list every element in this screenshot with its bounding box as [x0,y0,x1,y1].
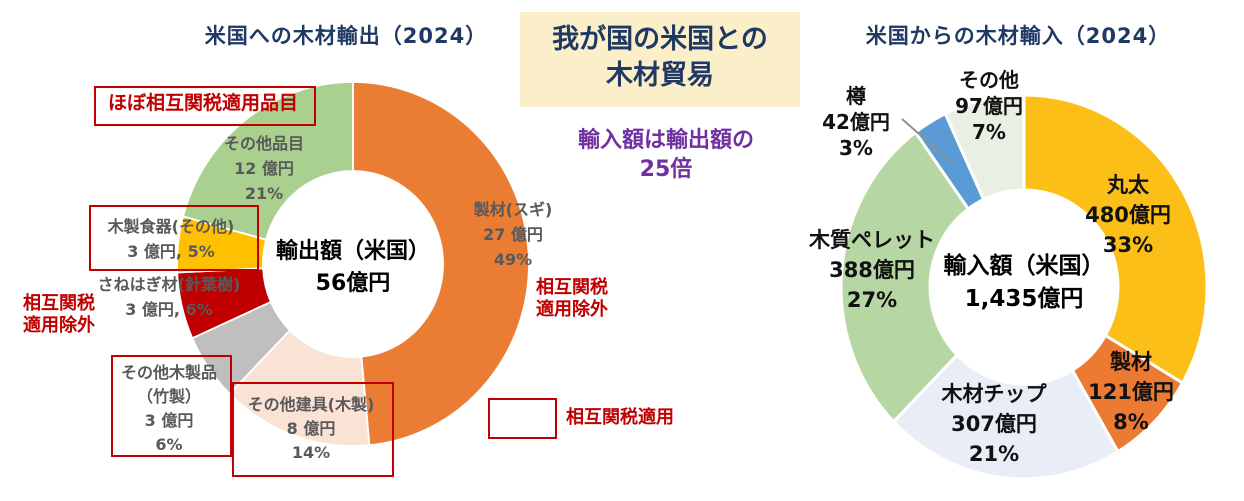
label-line: 27% [846,288,898,312]
label-line: 木材貿易 [606,60,714,91]
center-panel-title: 我が国の米国との 木材貿易 [520,12,800,94]
label-line: 3 億円 [144,411,194,430]
export-label-sawnwood-sugi: 製材(スギ) 27 億円 49% [474,197,553,272]
tariff-exempt-note-left: 相互関税 適用除外 [23,293,95,337]
label-line: 我が国の米国との [552,24,768,55]
tariff-applied-legend-label: 相互関税適用 [566,407,674,428]
wood-tableware-label-box [89,205,259,271]
label-line: 相互関税 [536,277,608,298]
label-line: 8% [1113,410,1149,434]
import-label-barrels: 樽 42億円 3% [822,83,890,161]
export-donut-center-value: 輸出額（米国） 56億円 [276,236,430,300]
wooden-fittings-label-box [232,382,394,477]
label-line: 3 億円, 5% [127,242,215,261]
export-label-tongue-groove: さねはぎ材(針葉樹) 3 億円, 6% [98,272,241,322]
import-label-wood-pellets: 木質ペレット 388億円 27% [809,225,935,315]
center-panel-box: 我が国の米国との 木材貿易 [520,12,800,107]
bamboo-products-label-box [111,355,232,457]
import-label-other: その他 97億円 7% [955,67,1023,145]
label-line: 丸太 [1107,173,1149,197]
label-line: （竹製） [136,387,202,406]
label-line: 42億円 [822,110,890,134]
barrels-leader-line [901,118,951,162]
label-line: 樽 [846,84,866,108]
label-line: 8 億円 [286,419,336,438]
export-label-wood-tableware: 木製食器(その他) 3 億円, 5% [108,214,235,264]
export-label-wooden-fittings: その他建具(木製) 8 億円 14% [248,393,375,465]
import-label-sawnwood: 製材 121億円 8% [1088,347,1174,437]
label-line: 輸入額（米国） [943,253,1105,279]
label-line: 14% [291,443,331,462]
almost-tariff-note: ほぼ相互関税適用品目 [107,92,299,114]
label-line: 27 億円 [483,225,543,244]
label-line: 3% [839,136,873,160]
label-line: 3 億円, 6% [125,300,213,319]
label-line: 木製食器(その他) [107,217,235,236]
export-label-bamboo-products: その他木製品 （竹製） 3 億円 6% [121,361,217,457]
label-line: 21% [968,442,1020,466]
almost-tariff-note-box [94,86,316,126]
export-donut-slice-5 [182,81,354,241]
label-line: 相互関税 [23,293,95,314]
label-line: 21% [244,184,284,203]
tariff-exempt-note-right: 相互関税 適用除外 [536,277,608,321]
label-line: その他建具(木製) [247,395,375,414]
label-line: 56億円 [315,271,391,296]
label-line: 307億円 [951,412,1037,436]
import-chart-title: 米国からの木材輸入（2024） [865,24,1171,48]
import-donut-slice-2 [892,353,1120,481]
label-line: その他木製品 [120,363,218,382]
import-donut-slice-5 [943,93,1026,201]
label-line: 輸出額（米国） [275,239,431,264]
label-line: 1,435億円 [964,286,1084,312]
import-donut-slice-3 [839,130,970,424]
label-line: 12 億円 [234,159,294,178]
label-line: 適用除外 [536,299,608,320]
label-line: 木材チップ [941,382,1047,406]
label-line: 480億円 [1085,203,1171,227]
export-donut-slice-0 [352,81,530,447]
label-line: 388億円 [829,258,915,282]
label-line: 7% [972,120,1006,144]
import-donut-slice-0 [1022,93,1209,385]
import-donut-center-value: 輸入額（米国） 1,435億円 [944,250,1105,316]
label-line: その他品目 [223,134,305,153]
export-label-other-items: その他品目 12 億円 21% [224,131,304,206]
label-line: 97億円 [955,94,1023,118]
label-line: その他 [959,68,1019,92]
import-label-wood-chips: 木材チップ 307億円 21% [942,379,1047,469]
label-line: 49% [493,250,533,269]
label-line: 121億円 [1088,380,1174,404]
label-line: 6% [155,435,183,454]
label-line: 25倍 [639,157,693,182]
import-label-logs: 丸太 480億円 33% [1085,170,1171,260]
label-line: 製材(スギ) [473,200,553,219]
label-line: さねはぎ材(針葉樹) [97,275,241,294]
label-line: 輸入額は輸出額の [577,128,755,153]
label-line: 木質ペレット [809,228,935,252]
tariff-applied-legend-swatch [488,398,557,439]
export-chart-title: 米国への木材輸出（2024） [204,24,488,48]
label-line: 33% [1102,233,1154,257]
label-line: 製材 [1110,350,1152,374]
import-vs-export-ratio-note: 輸入額は輸出額の 25倍 [578,126,754,184]
label-line: 適用除外 [23,315,95,336]
